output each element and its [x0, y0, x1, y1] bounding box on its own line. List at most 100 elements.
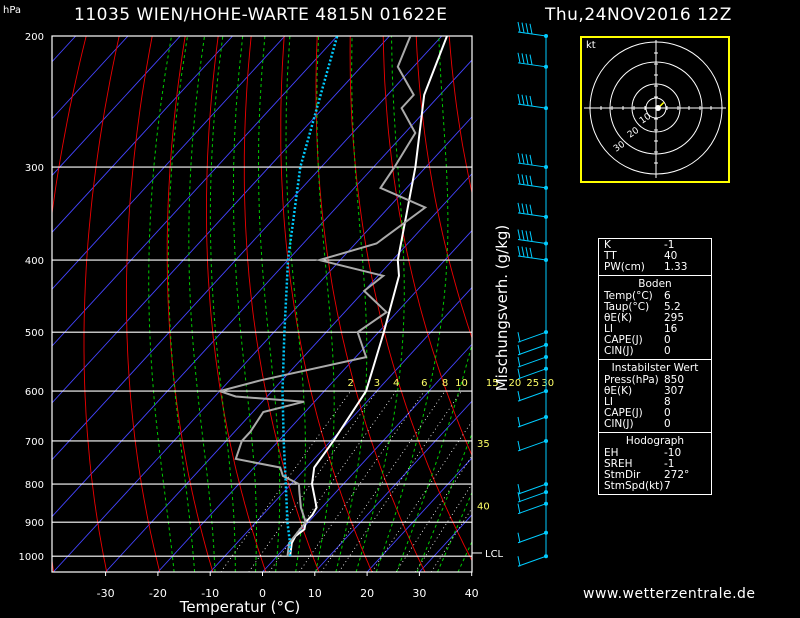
wind-barb-flag: [525, 230, 529, 241]
stat-row: LI 8: [599, 397, 711, 408]
isotherm-line: [157, 229, 472, 572]
wind-barb-shaft: [517, 62, 547, 68]
moist-adiabat-line: [355, 36, 405, 572]
wind-barb-flag: [517, 173, 521, 185]
dry-adiabat-line: [382, 36, 472, 457]
stat-row: θE(K) 295: [599, 313, 711, 324]
wind-barb-shaft: [517, 491, 547, 503]
stat-value: 6: [664, 290, 671, 302]
mixing-ratio-label: 2: [348, 378, 354, 389]
wind-barb-flag: [529, 175, 533, 186]
stat-value: -1: [664, 458, 675, 470]
stat-key: Taup(°C): [604, 301, 650, 313]
stat-value: -1: [664, 239, 675, 251]
wind-barb-flag: [517, 52, 521, 63]
wind-barb-flag: [517, 229, 521, 240]
isotherm-line: [52, 116, 472, 572]
dry-adiabat-line: [746, 36, 800, 572]
pressure-tick-label: 1000: [19, 552, 44, 563]
stat-row: CAPE(J) 0: [599, 408, 711, 419]
wind-barb-flag: [529, 154, 533, 165]
moist-adiabat-line: [188, 36, 216, 572]
wind-barb-flag: [521, 229, 525, 241]
wind-barb-flag: [525, 154, 529, 165]
stat-key: EH: [604, 447, 619, 459]
instab-title: Instabilster Wert: [611, 362, 699, 374]
stat-value: 307: [664, 385, 685, 397]
mixing-ratio-label: 20: [509, 378, 522, 389]
stat-key: TT: [604, 250, 617, 262]
wind-barb-flag: [525, 247, 529, 258]
stat-key: Press(hPa): [604, 374, 659, 386]
wind-barb-flag: [529, 247, 533, 258]
stats-boden: Boden Temp(°C) 6 Taup(°C) 5.2 θE(K) 295 LI 16 CA…: [599, 275, 711, 359]
wind-barb-flag: [517, 332, 521, 343]
wind-barb-shaft: [517, 503, 547, 515]
mixing-ratio-line: [371, 420, 472, 572]
isotherm-line: [52, 36, 390, 404]
wind-barb-flag: [529, 204, 533, 215]
mixing-ratio-line: [414, 483, 472, 572]
wind-barb-flag: [521, 203, 525, 214]
wind-barb-flag: [521, 153, 525, 164]
mixing-ratio-line: [395, 455, 472, 572]
moist-adiabat-line: [335, 36, 368, 572]
dry-adiabat-line: [52, 36, 87, 572]
wind-barb-flag: [525, 203, 529, 215]
moist-adiabat-line: [315, 36, 335, 572]
dry-adiabat-line: [280, 36, 373, 572]
moist-adiabat-line: [285, 36, 306, 572]
wind-barb-shaft: [517, 440, 547, 452]
moist-adiabat-line: [167, 36, 196, 572]
stat-row: TT 40: [599, 251, 711, 262]
wind-barb-flag: [529, 23, 533, 34]
wind-barb-flag: [517, 356, 521, 368]
stat-row: LI 16: [599, 324, 711, 335]
temp-tick-label: 30: [412, 587, 426, 600]
pressure-tick-label: 600: [25, 387, 44, 398]
isotherm-line: [209, 286, 472, 572]
stats-hodo: Hodograph EH -10 SREH -1 StmDir 272° StmSpd(kt…: [599, 432, 711, 494]
temp-tick-label: -10: [201, 587, 219, 600]
isotherm-line: [52, 36, 286, 290]
stat-value: 0: [664, 334, 671, 346]
temp-tick-label: -20: [149, 587, 167, 600]
wind-barb-flag: [517, 484, 521, 495]
stat-row: StmSpd(kt) 7: [599, 481, 711, 492]
isotherm-line: [52, 59, 472, 518]
wind-barb-flag: [521, 53, 525, 64]
wind-barb-shaft: [517, 103, 547, 109]
stat-value: 0: [664, 418, 671, 430]
stat-row: CAPE(J) 0: [599, 335, 711, 346]
stats-instab: Instabilster Wert Press(hPa) 850 θE(K) 307 L…: [599, 359, 711, 432]
moist-adiabat-line: [232, 36, 257, 572]
side-label: 40: [477, 502, 490, 513]
wind-barb-shaft: [517, 368, 547, 380]
stat-key: CAPE(J): [604, 407, 643, 419]
footer-url[interactable]: www.wetterzentrale.de: [583, 586, 756, 602]
stat-key: K: [604, 239, 611, 251]
stat-key: CIN(J): [604, 345, 634, 357]
stat-row: CIN(J) 0: [599, 419, 711, 430]
hodograph-storm-motion: [655, 105, 661, 111]
mixing-ratio-line: [320, 390, 446, 572]
wind-barb-flag: [517, 94, 521, 105]
dry-adiabat-line: [315, 36, 426, 572]
wind-barb-shaft: [517, 238, 547, 244]
stat-key: SREH: [604, 458, 633, 470]
moist-adiabat-line: [396, 342, 472, 572]
isotherm-line: [0, 36, 23, 572]
isotherm-line: [52, 36, 338, 347]
wind-barb-flag: [517, 21, 521, 33]
wind-barb-shaft: [517, 416, 547, 428]
pressure-tick-label: 700: [25, 437, 44, 448]
stat-key: StmSpd(kt): [604, 480, 664, 492]
wind-barb-shaft: [517, 255, 547, 261]
dry-adiabat-line: [206, 36, 267, 572]
stat-key: CAPE(J): [604, 334, 643, 346]
isotherm-line: [52, 36, 77, 63]
stat-row: EH -10: [599, 448, 711, 459]
stat-key: PW(cm): [604, 261, 645, 273]
mixing-ratio-label: 10: [455, 378, 468, 389]
wind-barb-flag: [529, 231, 533, 242]
